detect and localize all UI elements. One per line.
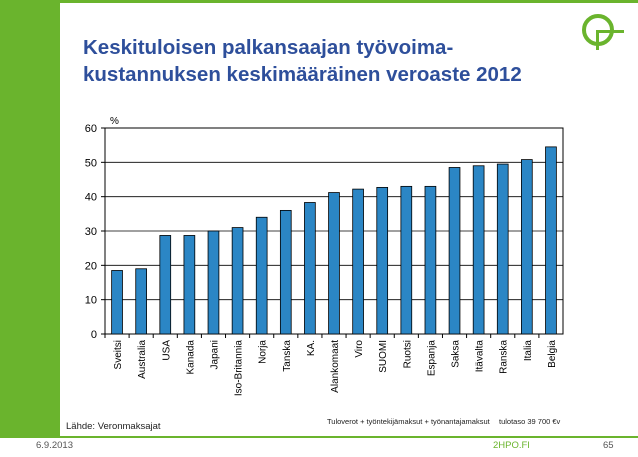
- bar: [400, 185, 413, 335]
- side-accent-bar: [0, 0, 60, 455]
- bar: [472, 165, 485, 335]
- slide-title: Keskituloisen palkansaajan työvoima- kus…: [83, 34, 553, 88]
- x-tick-label: Tanska: [282, 340, 293, 372]
- x-tick-label: Kanada: [185, 340, 196, 375]
- source-note: Lähde: Veronmaksajat: [66, 421, 161, 432]
- x-tick-label: Espanja: [426, 340, 437, 377]
- bar: [207, 230, 220, 335]
- bar: [376, 186, 389, 335]
- bar: [279, 209, 292, 335]
- x-tick-label: SUOMI: [378, 340, 389, 373]
- bar: [183, 235, 196, 335]
- y-tick-label: 0: [91, 329, 97, 341]
- x-tick-label: Iso-Britannia: [234, 340, 245, 397]
- slide-date: 6.9.2013: [36, 440, 73, 451]
- x-tick-label: Norja: [258, 340, 269, 364]
- x-tick-label: Itävalta: [475, 340, 486, 373]
- bar: [521, 159, 533, 335]
- income-level-note: tulotaso 39 700 €v: [499, 417, 561, 426]
- circle-logo-icon: [582, 14, 624, 50]
- top-accent-stripe: [60, 0, 638, 3]
- slide-title-line-1: Keskituloisen palkansaajan työvoima-: [83, 36, 454, 59]
- x-tick-label: Alankomaat: [330, 340, 341, 393]
- y-axis-unit-label: %: [110, 116, 119, 127]
- x-tick-label: Viro: [354, 340, 365, 358]
- x-tick-label: Saksa: [451, 340, 462, 368]
- x-tick-label: Belgia: [547, 340, 558, 368]
- x-tick-label: USA: [161, 340, 172, 361]
- y-tick-label: 40: [85, 192, 97, 204]
- bar: [496, 163, 509, 335]
- page-number: 65: [603, 440, 614, 451]
- y-tick-label: 30: [85, 226, 97, 238]
- bar: [304, 202, 316, 335]
- y-tick-label: 20: [85, 260, 97, 272]
- y-tick-label: 50: [85, 157, 97, 169]
- bar: [231, 227, 244, 335]
- y-tick-label: 60: [85, 123, 97, 135]
- bar: [159, 235, 172, 335]
- bar: [111, 270, 123, 335]
- formula-note: Tuloverot + työntekijämaksut + työnantaj…: [327, 417, 490, 426]
- x-tick-label: Australia: [137, 340, 148, 379]
- bar: [255, 216, 268, 335]
- bar: [448, 167, 461, 335]
- bar: [424, 185, 437, 335]
- bar: [352, 188, 364, 335]
- x-tick-label: Italia: [523, 340, 534, 362]
- x-tick-label: KA.: [306, 340, 317, 356]
- y-tick-label: 10: [85, 295, 97, 307]
- x-tick-label: Ranska: [499, 340, 510, 374]
- x-tick-label: Sveitsi: [113, 340, 124, 369]
- slide-title-line-2: kustannuksen keskimääräinen veroaste 201…: [83, 63, 522, 86]
- site-link[interactable]: 2HPO.FI: [493, 440, 530, 451]
- bar: [545, 146, 557, 335]
- footer-band: [0, 436, 638, 457]
- bar: [328, 192, 340, 335]
- x-tick-label: Japani: [209, 340, 220, 369]
- bar: [135, 268, 147, 335]
- x-tick-label: Ruotsi: [402, 340, 413, 368]
